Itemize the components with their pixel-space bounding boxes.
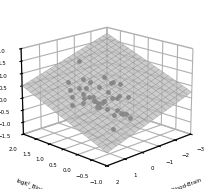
Y-axis label: logK²_Blood-??: logK²_Blood-?? [15,177,55,189]
X-axis label: logK²_Blood-Brain: logK²_Blood-Brain [155,175,203,189]
